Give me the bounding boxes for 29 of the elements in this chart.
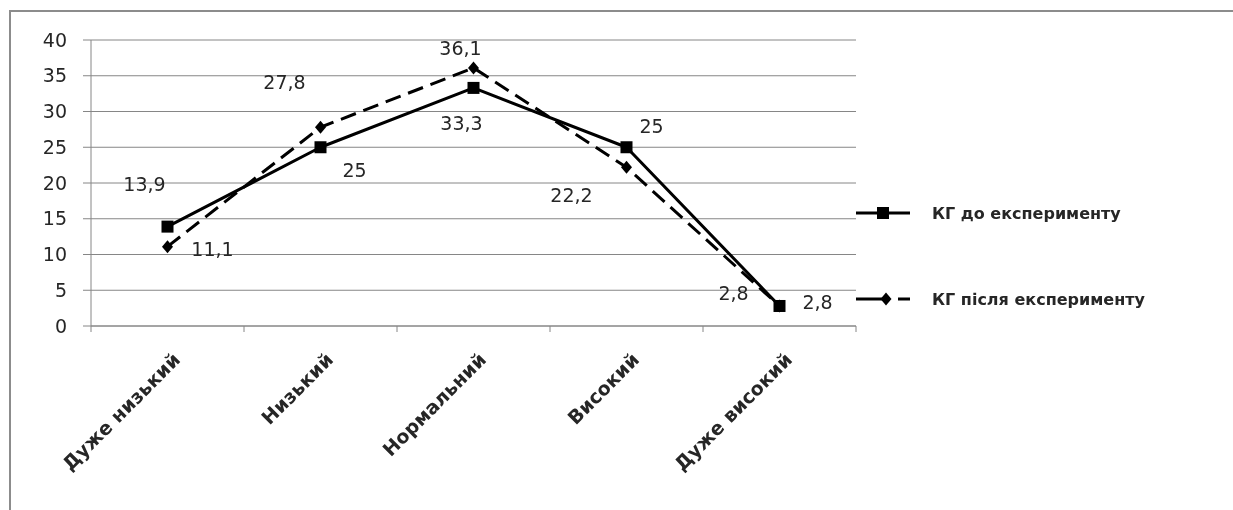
point: [314, 141, 327, 154]
data-label: 25: [639, 115, 664, 138]
point: [468, 61, 479, 75]
y-tick-label: 15: [42, 207, 67, 230]
data-label: 25: [342, 159, 367, 182]
point: [161, 220, 174, 233]
point: [467, 81, 480, 94]
point: [315, 120, 326, 134]
data-label: 22,2: [550, 184, 593, 207]
data-label: 2,8: [718, 281, 749, 304]
data-label: 36,1: [439, 36, 482, 59]
y-tick-label: 20: [42, 171, 67, 194]
point: [162, 240, 173, 254]
y-tick-label: 30: [42, 100, 67, 123]
legend-label: КГ до експерименту: [932, 203, 1121, 223]
point: [621, 160, 632, 174]
data-label: 13,9: [123, 172, 166, 195]
y-tick-label: 35: [42, 64, 67, 87]
data-label: 11,1: [191, 237, 234, 260]
data-label: 27,8: [263, 71, 306, 94]
point: [620, 141, 633, 154]
data-label: 33,3: [440, 111, 483, 134]
y-tick-label: 25: [42, 135, 67, 158]
y-tick-label: 0: [54, 314, 67, 337]
data-label: 2,8: [802, 290, 833, 313]
y-tick-label: 40: [42, 28, 67, 51]
y-tick-label: 5: [54, 278, 67, 301]
y-tick-label: 10: [42, 243, 67, 266]
legend-label: КГ після експерименту: [932, 289, 1145, 309]
